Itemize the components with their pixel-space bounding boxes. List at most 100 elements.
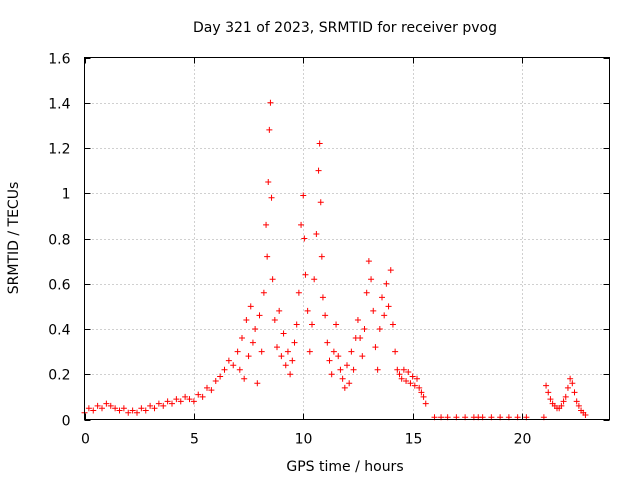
x-tick-labels: 0 5 10 15 20 bbox=[81, 432, 531, 448]
data-point bbox=[407, 380, 414, 387]
data-point bbox=[411, 382, 418, 389]
chart-title: Day 321 of 2023, SRMTID for receiver pvo… bbox=[193, 20, 497, 36]
data-point bbox=[396, 371, 403, 378]
data-point bbox=[387, 267, 394, 274]
data-point bbox=[564, 384, 571, 391]
data-point bbox=[316, 140, 323, 147]
data-point bbox=[301, 235, 308, 242]
data-point bbox=[94, 402, 101, 409]
data-point bbox=[322, 312, 329, 319]
data-point bbox=[274, 344, 280, 351]
data-point bbox=[324, 339, 331, 346]
data-point bbox=[271, 316, 278, 323]
data-point bbox=[569, 380, 576, 387]
data-point bbox=[208, 387, 215, 394]
data-point bbox=[234, 348, 241, 355]
data-point bbox=[304, 307, 311, 314]
data-point bbox=[394, 366, 401, 373]
data-point bbox=[573, 398, 580, 405]
data-point bbox=[266, 126, 273, 133]
data-point bbox=[379, 294, 385, 301]
data-point bbox=[116, 407, 123, 414]
data-point bbox=[287, 371, 294, 378]
data-point bbox=[330, 348, 337, 355]
y-tick-label: 0.4 bbox=[48, 323, 70, 339]
data-point bbox=[99, 405, 105, 412]
data-point bbox=[398, 375, 405, 382]
data-point bbox=[403, 378, 410, 385]
data-point bbox=[339, 375, 346, 382]
data-point bbox=[129, 407, 136, 414]
data-point bbox=[357, 335, 364, 342]
data-point bbox=[389, 321, 396, 328]
data-point bbox=[243, 316, 250, 323]
data-point bbox=[138, 405, 145, 412]
data-point bbox=[363, 289, 370, 296]
data-point bbox=[173, 396, 180, 403]
data-point bbox=[269, 276, 276, 283]
y-tick-label: 0.2 bbox=[48, 368, 70, 384]
data-point bbox=[212, 378, 219, 385]
data-point bbox=[400, 366, 407, 373]
data-point bbox=[236, 366, 243, 373]
data-point bbox=[416, 384, 423, 391]
data-point bbox=[306, 348, 313, 355]
data-point bbox=[265, 178, 272, 185]
data-point bbox=[160, 402, 167, 409]
data-point bbox=[543, 382, 550, 389]
data-point bbox=[361, 326, 368, 332]
data-point bbox=[311, 276, 318, 283]
y-tick-label: 0.8 bbox=[48, 233, 70, 249]
data-point bbox=[562, 393, 569, 400]
data-point bbox=[284, 348, 291, 355]
data-point bbox=[291, 339, 298, 346]
data-point bbox=[282, 362, 289, 369]
data-point bbox=[107, 402, 114, 409]
data-point bbox=[405, 368, 412, 375]
data-point bbox=[186, 396, 193, 403]
data-point bbox=[230, 362, 237, 369]
data-point bbox=[326, 357, 333, 364]
x-axis-label: GPS time / hours bbox=[286, 459, 403, 475]
data-point bbox=[276, 307, 283, 314]
data-point bbox=[348, 348, 355, 355]
data-point bbox=[134, 409, 140, 416]
data-points bbox=[81, 99, 589, 421]
data-point bbox=[315, 167, 322, 174]
data-point bbox=[289, 357, 296, 364]
data-point bbox=[317, 199, 324, 206]
data-point bbox=[418, 389, 425, 396]
data-point bbox=[344, 362, 350, 369]
data-point bbox=[298, 221, 305, 228]
plot-frame bbox=[84, 57, 610, 420]
axis-ticks bbox=[84, 57, 610, 421]
data-point bbox=[333, 321, 340, 328]
data-point bbox=[249, 339, 256, 346]
data-point bbox=[368, 276, 375, 283]
data-point bbox=[381, 312, 388, 319]
data-point bbox=[268, 194, 275, 201]
data-point bbox=[354, 316, 361, 323]
data-point bbox=[147, 402, 154, 409]
data-point bbox=[575, 402, 582, 409]
data-point bbox=[151, 405, 158, 412]
data-point bbox=[337, 366, 344, 373]
data-point bbox=[252, 326, 259, 332]
y-tick-label: 0.6 bbox=[48, 278, 70, 294]
data-point bbox=[204, 384, 210, 391]
data-point bbox=[85, 405, 92, 412]
data-point bbox=[155, 400, 162, 407]
y-tick-label: 1.4 bbox=[48, 97, 70, 113]
data-point bbox=[112, 405, 119, 412]
data-point bbox=[256, 312, 263, 319]
data-point bbox=[120, 405, 127, 412]
data-point bbox=[567, 375, 574, 382]
data-point bbox=[313, 230, 320, 237]
data-point bbox=[258, 348, 265, 355]
data-point bbox=[374, 366, 381, 373]
data-point bbox=[260, 289, 267, 296]
data-point bbox=[125, 409, 132, 416]
data-point bbox=[199, 393, 206, 400]
data-point bbox=[90, 407, 97, 414]
